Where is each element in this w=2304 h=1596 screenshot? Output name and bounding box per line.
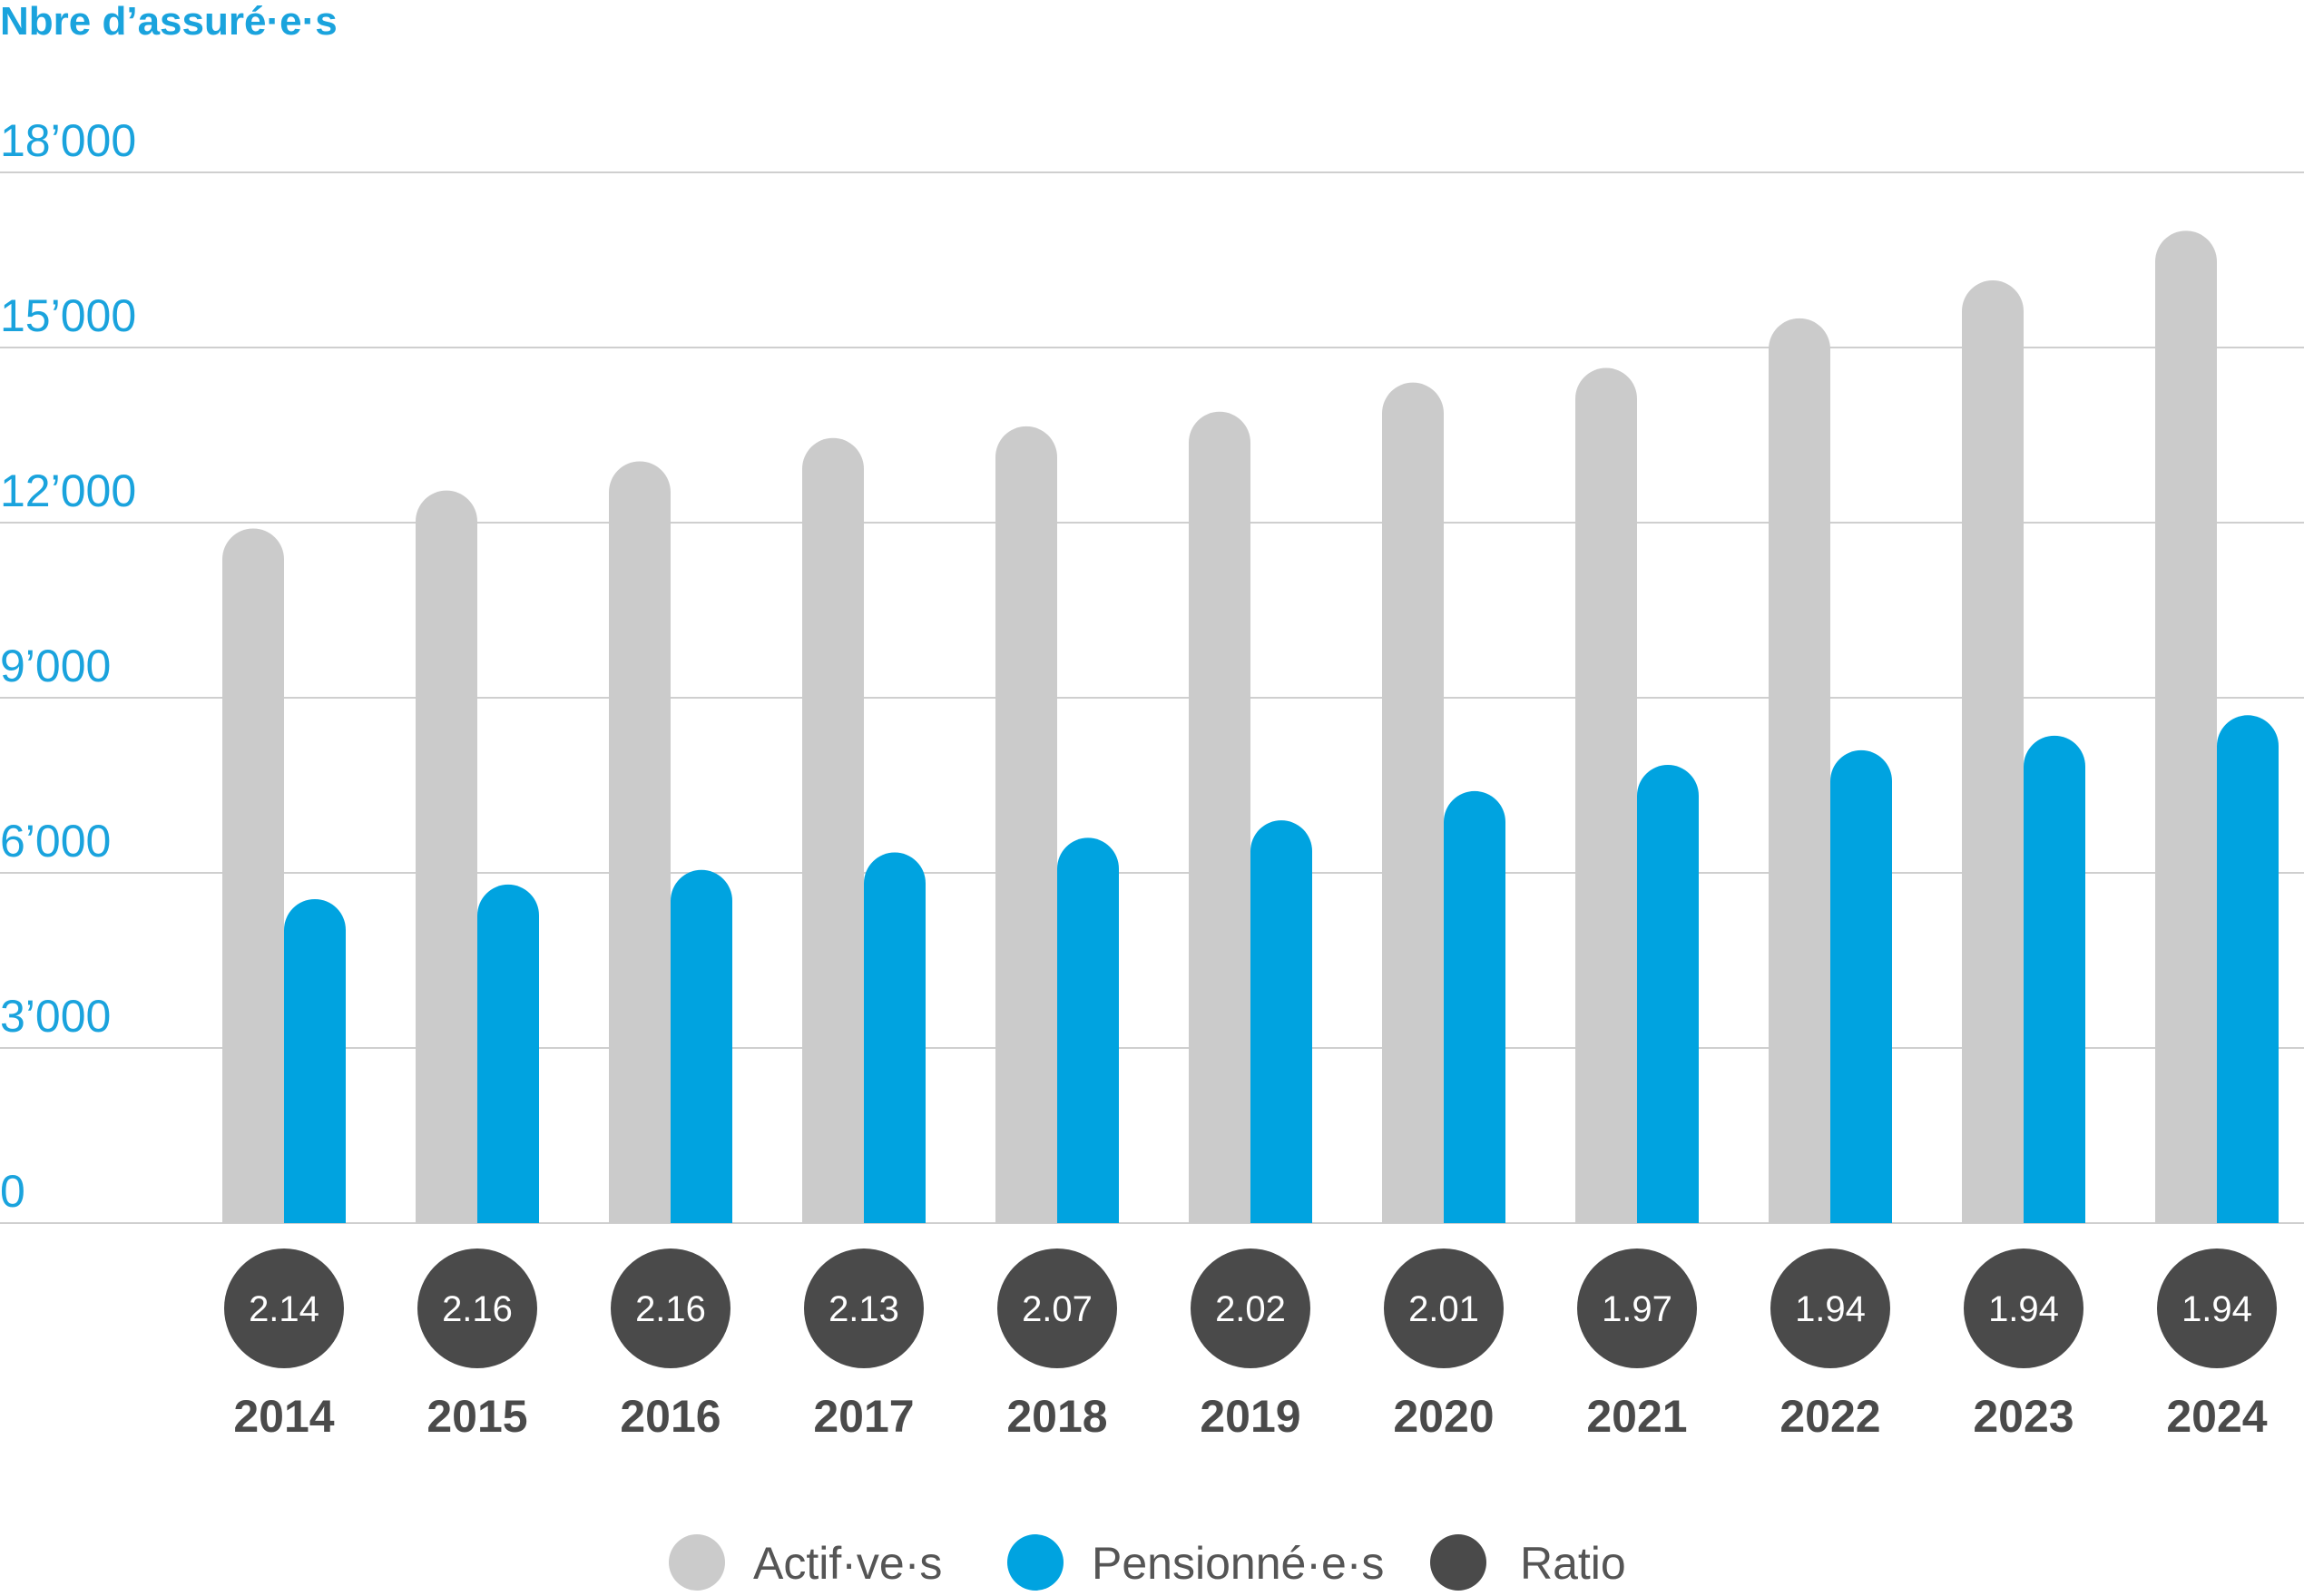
ratio-label-2014: 2.14 <box>249 1289 319 1329</box>
y-axis-title: Nbre d’assuré·e·s <box>0 0 338 44</box>
x-axis-ticks: 2014 2015 2016 2017 2018 2019 2020 2021 2022 2023… <box>233 1391 2267 1442</box>
bar-actif-2022 <box>1769 318 1830 1223</box>
x-tick-label: 2014 <box>233 1391 334 1442</box>
x-tick-label: 2019 <box>1200 1391 1300 1442</box>
ratio-circle-2016 <box>611 1248 730 1368</box>
x-tick-label: 2017 <box>813 1391 914 1442</box>
x-tick-label: 2018 <box>1006 1391 1107 1442</box>
bar-pension-2014 <box>284 898 346 1223</box>
ratio-circle-2024 <box>2157 1248 2277 1368</box>
legend-label-actif: Actif·ve·s <box>753 1538 942 1589</box>
y-axis-ticks: 0 3’000 6’000 9’000 12’000 15’000 18’000 <box>0 115 136 1217</box>
x-tick-label: 2020 <box>1393 1391 1494 1442</box>
x-tick-label: 2021 <box>1586 1391 1687 1442</box>
bar-pension-2022 <box>1830 749 1892 1223</box>
ratio-circle-2022 <box>1770 1248 1890 1368</box>
y-tick-label: 9’000 <box>0 641 111 691</box>
bar-pension-2024 <box>2217 715 2279 1223</box>
bar-pension-2017 <box>864 852 926 1223</box>
bar-actif-2024 <box>2155 230 2217 1223</box>
bar-pension-2016 <box>671 869 732 1223</box>
ratio-label-2021: 1.97 <box>1602 1289 1672 1329</box>
bar-actif-2015 <box>416 490 477 1223</box>
ratio-label-2024: 1.94 <box>2181 1289 2252 1329</box>
bar-actif-2018 <box>995 426 1057 1224</box>
bar-actif-2019 <box>1189 411 1250 1223</box>
legend-label-pension: Pensionné·e·s <box>1092 1538 1384 1589</box>
bar-actif-2020 <box>1382 382 1444 1224</box>
bar-pension-2020 <box>1444 790 1505 1223</box>
y-tick-label: 12’000 <box>0 465 136 516</box>
ratio-label-2020: 2.01 <box>1408 1289 1479 1329</box>
ratio-circle-2019 <box>1191 1248 1310 1368</box>
bar-actif-2016 <box>609 461 671 1223</box>
ratio-circle-2017 <box>804 1248 924 1368</box>
ratio-label-2016: 2.16 <box>635 1289 706 1329</box>
bar-actif-2014 <box>222 528 284 1223</box>
ratio-label-2017: 2.13 <box>828 1289 899 1329</box>
bar-actif-2017 <box>802 437 864 1223</box>
ratio-markers: 2.14 2.16 2.16 2.13 2.07 2.02 2.01 1.97 1.94 1.94… <box>224 1248 2277 1368</box>
x-tick-label: 2016 <box>620 1391 721 1442</box>
ratio-label-2015: 2.16 <box>442 1289 513 1329</box>
ratio-label-2019: 2.02 <box>1215 1289 1286 1329</box>
ratio-circle-2021 <box>1577 1248 1697 1368</box>
x-tick-label: 2024 <box>2166 1391 2267 1442</box>
gridlines <box>0 171 2304 1224</box>
bar-pension-2021 <box>1637 764 1699 1223</box>
y-tick-label: 6’000 <box>0 816 111 867</box>
ratio-circle-2020 <box>1384 1248 1504 1368</box>
legend-label-ratio: Ratio <box>1520 1538 1626 1589</box>
ratio-label-2018: 2.07 <box>1022 1289 1093 1329</box>
legend-swatch-ratio <box>1430 1534 1486 1591</box>
y-tick-label: 18’000 <box>0 115 136 166</box>
y-tick-label: 3’000 <box>0 991 111 1042</box>
ratio-circle-2015 <box>417 1248 537 1368</box>
bar-actif-2023 <box>1962 280 2024 1224</box>
legend-swatch-actif <box>669 1534 725 1591</box>
ratio-circle-2018 <box>997 1248 1117 1368</box>
ratio-label-2022: 1.94 <box>1795 1289 1866 1329</box>
ratio-label-2023: 1.94 <box>1988 1289 2059 1329</box>
y-tick-label: 15’000 <box>0 290 136 341</box>
bar-pension-2018 <box>1057 837 1119 1223</box>
y-tick-label: 0 <box>0 1166 25 1217</box>
bar-pension-2023 <box>2024 735 2085 1223</box>
x-tick-label: 2023 <box>1973 1391 2074 1442</box>
ratio-circle-2014 <box>224 1248 344 1368</box>
ratio-circle-2023 <box>1964 1248 2083 1368</box>
x-tick-label: 2022 <box>1779 1391 1880 1442</box>
bar-actif-2021 <box>1575 367 1637 1223</box>
legend: Actif·ve·s Pensionné·e·s Ratio <box>669 1534 1626 1591</box>
legend-swatch-pension <box>1007 1534 1064 1591</box>
bars <box>222 230 2279 1224</box>
bar-pension-2019 <box>1250 820 1312 1223</box>
x-tick-label: 2015 <box>426 1391 527 1442</box>
bar-pension-2015 <box>477 884 539 1223</box>
